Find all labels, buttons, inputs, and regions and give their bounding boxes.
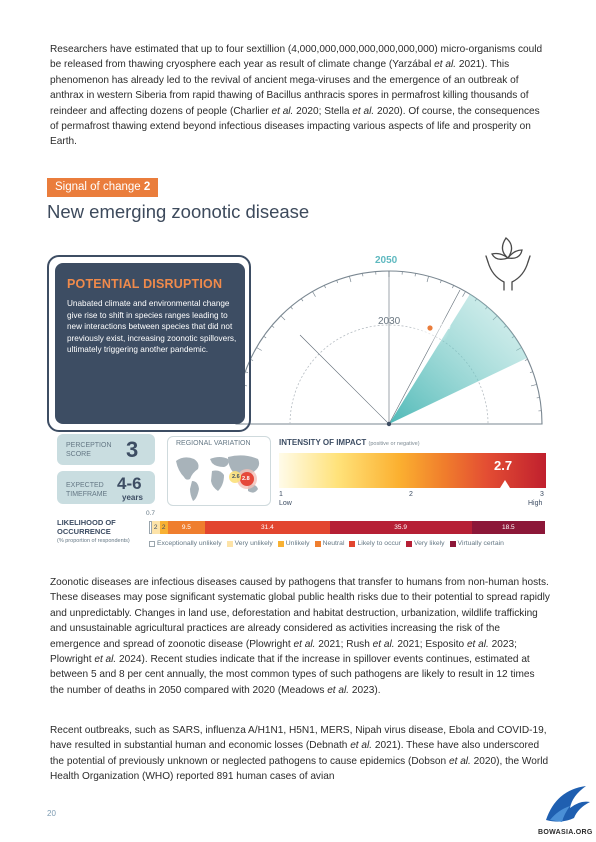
gauge-tick (439, 280, 442, 284)
perception-score-box (57, 434, 155, 465)
timeframe-box (57, 471, 155, 504)
gauge-tick (426, 276, 429, 283)
disruption-title: POTENTIAL DISRUPTION (67, 277, 223, 291)
year-marker-dot (427, 325, 433, 331)
legend-item: Likely to occur (349, 540, 401, 547)
likelihood-segment: 35.9 (329, 521, 472, 534)
world-map-icon (176, 455, 260, 501)
year-2030-label: 2030 (378, 316, 401, 327)
gauge-tick (536, 397, 540, 399)
gauge-tick (312, 291, 316, 297)
likelihood-title: LIKELIHOOD OF OCCURRENCE (57, 518, 116, 536)
legend-label: Unlikely (285, 540, 310, 547)
legend-label: Very likely (413, 540, 445, 547)
regional-variation-box (167, 436, 271, 506)
gauge-tick (300, 298, 304, 302)
legend-swatch (349, 540, 356, 547)
signal-of-change-tag: Signal of change 2 (47, 178, 159, 197)
legend-swatch (149, 540, 155, 547)
timeframe-unit: years (122, 493, 143, 502)
timeframe-label: EXPECTED TIMEFRAME (66, 482, 108, 498)
impact-tick-3: 3 (540, 491, 544, 498)
gauge-tick (271, 325, 275, 328)
legend-swatch (314, 540, 321, 547)
gauge-tick (263, 335, 267, 339)
legend-label: Neutral (322, 540, 345, 547)
perception-score-value: 3 (126, 437, 139, 462)
impact-title: INTENSITY OF IMPACT (positive or negativ… (279, 438, 420, 447)
timeframe-value: 4-6 (117, 474, 142, 493)
legend-swatch (449, 540, 456, 547)
watermark-logo-icon (546, 786, 590, 822)
likelihood-subtitle: (% proportion of respondents) (57, 538, 130, 544)
gauge-tick (349, 276, 352, 283)
impact-value: 2.7 (494, 458, 513, 473)
disruption-card (55, 263, 245, 424)
gauge-tick (256, 347, 262, 351)
gauge-tick (530, 384, 537, 387)
page-number: 20 (47, 809, 56, 818)
section-title: New emerging zoonotic disease (47, 201, 310, 222)
legend-item: Very unlikely (226, 540, 273, 547)
watermark-text: BOWASIA.ORG (538, 829, 593, 836)
legend-label: Very unlikely (234, 540, 273, 547)
legend-label: Likely to occur (357, 540, 401, 547)
likelihood-segment: 18.5 (471, 521, 545, 534)
legend-label: Exceptionally unlikely (157, 540, 222, 547)
gauge-tick (452, 285, 454, 289)
impact-marker (500, 480, 510, 488)
gauge-tick (290, 306, 293, 310)
gauge-tick (336, 280, 339, 284)
gauge-tick (462, 291, 466, 297)
disruption-text: Unabated climate and environmental chang… (67, 299, 237, 355)
body-paragraph-2: Recent outbreaks, such as SARS, influenz… (50, 725, 549, 783)
likelihood-segment: 31.4 (205, 521, 330, 534)
likelihood-segment (149, 521, 152, 534)
likelihood-bar: 2 2 9.5 31.4 35.9 18.5 (149, 521, 545, 534)
gauge-tick (362, 273, 364, 277)
gauge-tick (529, 371, 533, 374)
legend-label: Virtually certain (457, 540, 504, 547)
legend-swatch (277, 540, 284, 547)
marker-year-label: 2030 (435, 324, 451, 331)
likelihood-legend: Exceptionally unlikely Very unlikely Unlik… (149, 540, 509, 547)
legend-swatch (405, 540, 412, 547)
gauge-tick (245, 371, 249, 374)
regional-variation-label: REGIONAL VARIATION (176, 440, 251, 447)
legend-item: Virtually certain (449, 540, 504, 547)
gauge-tick (524, 359, 528, 361)
body-paragraph-1: Zoonotic diseases are infectious disease… (50, 577, 550, 696)
legend-item: Unlikely (277, 540, 310, 547)
likelihood-segment: 2 (159, 521, 168, 534)
impact-tick-1: 1 (279, 491, 283, 498)
legend-item: Neutral (314, 540, 345, 547)
impact-high-label: High (528, 500, 543, 507)
gauge-tick (324, 285, 326, 289)
region-value-b: 2.8 (242, 476, 250, 482)
projection-wedge (389, 294, 527, 424)
perception-label: PERCEPTION SCORE (66, 442, 112, 458)
year-2050-label: 2050 (375, 255, 398, 266)
legend-item: Very likely (405, 540, 445, 547)
impact-low-label: Low (279, 500, 292, 507)
disruption-card-frame (47, 255, 251, 432)
likelihood-small-value: 0.7 (146, 510, 156, 517)
hands-plant-icon (485, 237, 531, 291)
likelihood-segment: 2 (151, 521, 160, 534)
intro-paragraph: Researchers have estimated that up to fo… (50, 44, 543, 148)
legend-item: Exceptionally unlikely (149, 540, 222, 547)
legend-swatch (226, 540, 233, 547)
region-value-a: 2.6 (232, 474, 240, 480)
gauge-tick (414, 273, 416, 277)
impact-tick-2: 2 (409, 491, 413, 498)
likelihood-segment: 9.5 (167, 521, 206, 534)
gauge-tick (280, 315, 286, 321)
